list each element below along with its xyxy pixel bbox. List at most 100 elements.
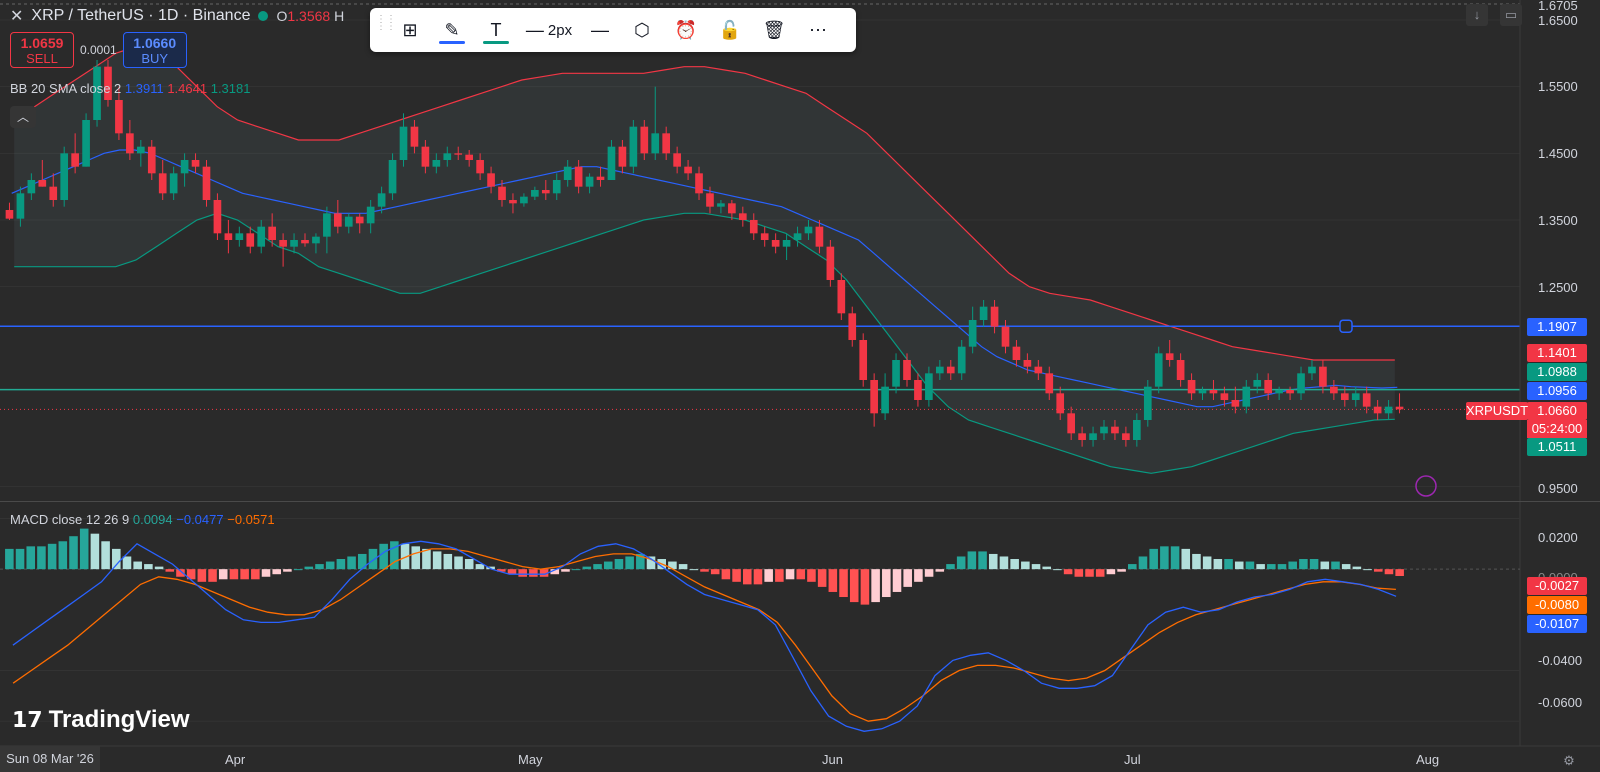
candle-body xyxy=(1100,426,1108,434)
hline-price-tag[interactable]: 1.0956 xyxy=(1527,382,1587,400)
drawing-toolbar: ⋮⋮ ⋮⋮ ⊞ ✎ T —2px — ⬡ ⏰ 🔓 🗑 ⋯ xyxy=(370,8,856,52)
chart-settings-button[interactable]: ⚙ xyxy=(1558,750,1580,772)
more-button[interactable]: ⋯ xyxy=(796,8,840,52)
price-pane[interactable] xyxy=(0,0,1600,747)
expand-icon: ▭ xyxy=(1504,7,1518,22)
macd-histogram-bar xyxy=(186,569,196,580)
buy-button[interactable]: 1.0660 BUY xyxy=(122,32,187,68)
candle-body xyxy=(1111,426,1119,434)
alert-button[interactable]: ⏰ xyxy=(664,8,708,52)
ohlc-open-value: 1.3568 xyxy=(287,8,331,24)
macd-histogram-bar xyxy=(646,556,656,570)
candle-body xyxy=(257,226,266,247)
bb-upper-price-tag: 1.1401 xyxy=(1527,344,1587,362)
macd-axis-label: -0.0600 xyxy=(1538,695,1583,710)
sell-button[interactable]: 1.0659 SELL xyxy=(10,32,74,68)
macd-histogram-bar xyxy=(860,569,870,605)
line-color-button[interactable]: ✎ xyxy=(430,8,474,52)
candle-body xyxy=(826,246,835,280)
macd-histogram-bar xyxy=(764,569,773,582)
drag-handle-icon[interactable]: ⋮⋮ ⋮⋮ xyxy=(376,14,396,32)
bb-legend[interactable]: BB 20 SMA close 2 1.3911 1.4641 1.3181 xyxy=(10,81,250,96)
macd-pane[interactable] xyxy=(0,517,1520,732)
macd-histogram-bar xyxy=(775,569,784,582)
line-width-button[interactable]: —2px xyxy=(518,8,580,52)
macd-histogram-bar xyxy=(999,556,1009,570)
macd-histogram-bar xyxy=(47,543,57,570)
bb-fill xyxy=(14,46,1395,474)
macd-histogram-bar xyxy=(411,546,421,570)
close-icon[interactable]: ✕ xyxy=(10,8,24,25)
macd-histogram-bar xyxy=(956,556,966,570)
candle-body xyxy=(563,166,572,180)
candle-body xyxy=(126,133,134,154)
candle-body xyxy=(1351,393,1360,400)
candle-body xyxy=(1133,420,1141,440)
delete-button[interactable]: 🗑 xyxy=(752,8,796,52)
macd-histogram-bar xyxy=(550,569,560,575)
macd-histogram-bar xyxy=(379,543,388,570)
macd-histogram-bar xyxy=(1384,569,1394,575)
macd-histogram-bar xyxy=(1117,569,1126,572)
macd-histogram-bar xyxy=(710,569,720,575)
candle-body xyxy=(552,180,561,194)
lightning-icon xyxy=(1415,475,1437,497)
candle-body xyxy=(738,213,747,220)
bb-lower-line xyxy=(14,212,1395,474)
price-axis-label: 1.2500 xyxy=(1538,280,1578,295)
price-axis-label: 1.6500 xyxy=(1538,13,1578,28)
candle-body xyxy=(1209,390,1218,394)
candle-body xyxy=(728,203,736,214)
macd-histogram-bar xyxy=(1021,561,1030,570)
macd-histogram-bar xyxy=(914,569,923,582)
macd-histogram-bar xyxy=(988,553,998,570)
macd-histogram-bar xyxy=(208,569,217,582)
bb-basis-value: 1.3911 xyxy=(124,81,164,96)
chevron-up-icon: ︿ xyxy=(16,110,29,124)
fullscreen-button[interactable]: ▭ xyxy=(1500,4,1522,26)
templates-button[interactable]: ⊞ xyxy=(390,8,430,52)
upper-line-price-tag[interactable]: 1.1907 xyxy=(1527,318,1587,336)
candle-body xyxy=(1165,353,1174,360)
pane-separator[interactable] xyxy=(0,501,1600,502)
macd-histogram-bar xyxy=(507,569,517,575)
macd-histogram-bar xyxy=(112,548,121,570)
candle-body xyxy=(454,153,463,155)
candle-body xyxy=(585,176,594,187)
candle-body xyxy=(366,206,375,224)
candle-body xyxy=(1122,433,1130,440)
macd-histogram-bar xyxy=(58,541,68,570)
macd-histogram-bar xyxy=(15,548,25,570)
candle-body xyxy=(859,340,868,380)
candle-body xyxy=(1187,380,1196,394)
macd-legend[interactable]: MACD close 12 26 9 0.0094 −0.0477 −0.057… xyxy=(10,512,275,527)
candle-body xyxy=(892,360,900,387)
collapse-indicators-button[interactable]: ︿ xyxy=(10,106,36,128)
macd-histogram-bar xyxy=(293,569,303,571)
candle-body xyxy=(1023,360,1032,367)
symbol-title[interactable]: XRP / TetherUS · 1D · Binance xyxy=(31,7,251,24)
text-color-button[interactable]: T xyxy=(474,8,518,52)
macd-histogram-bar xyxy=(1106,569,1116,575)
macd-histogram-bar xyxy=(1138,556,1148,570)
scroll-down-button[interactable]: ↓ xyxy=(1466,4,1488,26)
line-style-button[interactable]: — xyxy=(580,8,620,52)
macd-signal-value: −0.0571 xyxy=(227,512,275,527)
time-axis-label: Aug xyxy=(1416,752,1440,767)
macd-histogram-bar xyxy=(700,569,709,572)
macd-histogram-bar xyxy=(1160,546,1169,570)
macd-histogram-bar xyxy=(539,569,549,577)
macd-histogram-bar xyxy=(26,546,36,570)
macd-histogram-bar xyxy=(1320,561,1330,570)
candle-body xyxy=(1297,373,1305,394)
time-axis-label: Apr xyxy=(225,752,246,767)
candle-body xyxy=(1286,390,1294,394)
candle-body xyxy=(136,146,145,154)
candle-body xyxy=(301,240,309,244)
macd-histogram-bar xyxy=(614,559,624,570)
macd-histogram-bar xyxy=(475,564,485,570)
lock-button[interactable]: 🔓 xyxy=(708,8,752,52)
settings-button[interactable]: ⬡ xyxy=(620,8,664,52)
line-color-swatch xyxy=(439,41,465,44)
